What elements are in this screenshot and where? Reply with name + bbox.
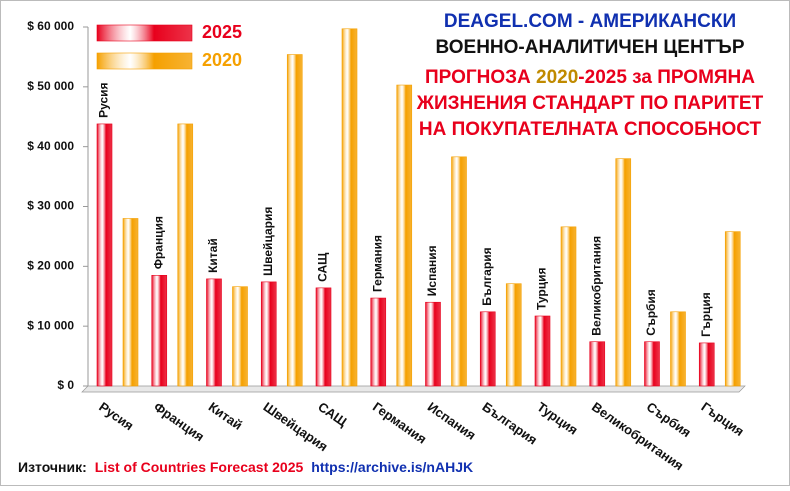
bar — [370, 297, 387, 387]
bar — [724, 231, 741, 387]
bar — [644, 341, 660, 387]
y-tick-label: $ 20 000 — [27, 259, 74, 273]
bar — [534, 315, 551, 387]
legend-label: 2020 — [202, 50, 242, 70]
y-tick-label: $ 40 000 — [27, 139, 74, 153]
bar-label: Русия — [97, 82, 111, 117]
floor — [81, 385, 746, 393]
bar — [260, 281, 277, 387]
legend-label: 2025 — [202, 22, 242, 42]
bar-label: Испания — [425, 245, 439, 296]
subtitle-part: 2020 — [536, 67, 578, 88]
bar-label: САЩ — [316, 252, 330, 282]
bar — [177, 123, 194, 387]
chart-subtitle: ЖИЗНЕНИЯ СТАНДАРТ ПО ПАРИТЕТ — [416, 93, 764, 114]
bar-label: Гърция — [699, 292, 713, 337]
bar — [479, 311, 496, 387]
bar — [315, 287, 332, 387]
bar-label: Германия — [370, 235, 384, 292]
chart-subtitle: ПРОГНОЗА 2020-2025 за ПРОМЯНА — [425, 67, 755, 88]
bar — [341, 28, 358, 387]
legend-swatch — [96, 52, 193, 70]
bar — [396, 84, 413, 387]
bar — [451, 156, 467, 387]
bar — [560, 226, 577, 387]
chart-title: DEAGEL.COM - АМЕРИКАНСКИ — [444, 11, 736, 32]
chart-title: ВОЕННО-АНАЛИТИЧЕН ЦЕНТЪР — [436, 37, 745, 58]
bar — [589, 341, 606, 387]
bar — [232, 286, 248, 387]
bar-label: България — [480, 247, 494, 305]
y-tick-label: $ 50 000 — [27, 79, 74, 93]
bar — [151, 275, 168, 387]
bar-label: Китай — [206, 238, 220, 273]
bar-label: Сърбия — [644, 289, 658, 336]
bar — [286, 54, 303, 387]
y-tick-label: $ 60 000 — [27, 19, 74, 33]
y-tick-label: $ 30 000 — [27, 199, 74, 213]
source-label: Източник: — [18, 459, 87, 475]
bar — [206, 278, 222, 387]
chart-subtitle: НА ПОКУПАТЕЛНАТА СПОСОБНОСТ — [419, 119, 762, 140]
bar — [96, 123, 113, 387]
bar-label: Турция — [535, 268, 549, 310]
legend-swatch — [96, 24, 193, 42]
bar — [425, 301, 441, 387]
y-tick-label: $ 0 — [57, 378, 74, 392]
title-block: DEAGEL.COM - АМЕРИКАНСКИ ВОЕННО-АНАЛИТИЧ… — [416, 11, 764, 140]
bar-label: Швейцария — [261, 207, 275, 276]
subtitle-part: ПРОГНОЗА — [425, 67, 536, 88]
bar — [122, 218, 139, 387]
source-label: Източник: List of Countries Forecast 2025… — [18, 459, 473, 475]
bar — [505, 283, 522, 387]
subtitle-part: -2025 за ПРОМЯНА — [578, 67, 755, 88]
source-title: List of Countries Forecast 2025 — [95, 459, 304, 475]
bar — [698, 342, 715, 387]
source-url: https://archive.is/nAHJK — [311, 459, 473, 475]
bar — [615, 158, 632, 387]
bar — [670, 311, 686, 387]
bar-label: Великобритания — [589, 236, 603, 336]
bar-label: Франция — [151, 216, 165, 269]
y-tick-label: $ 10 000 — [27, 318, 74, 332]
